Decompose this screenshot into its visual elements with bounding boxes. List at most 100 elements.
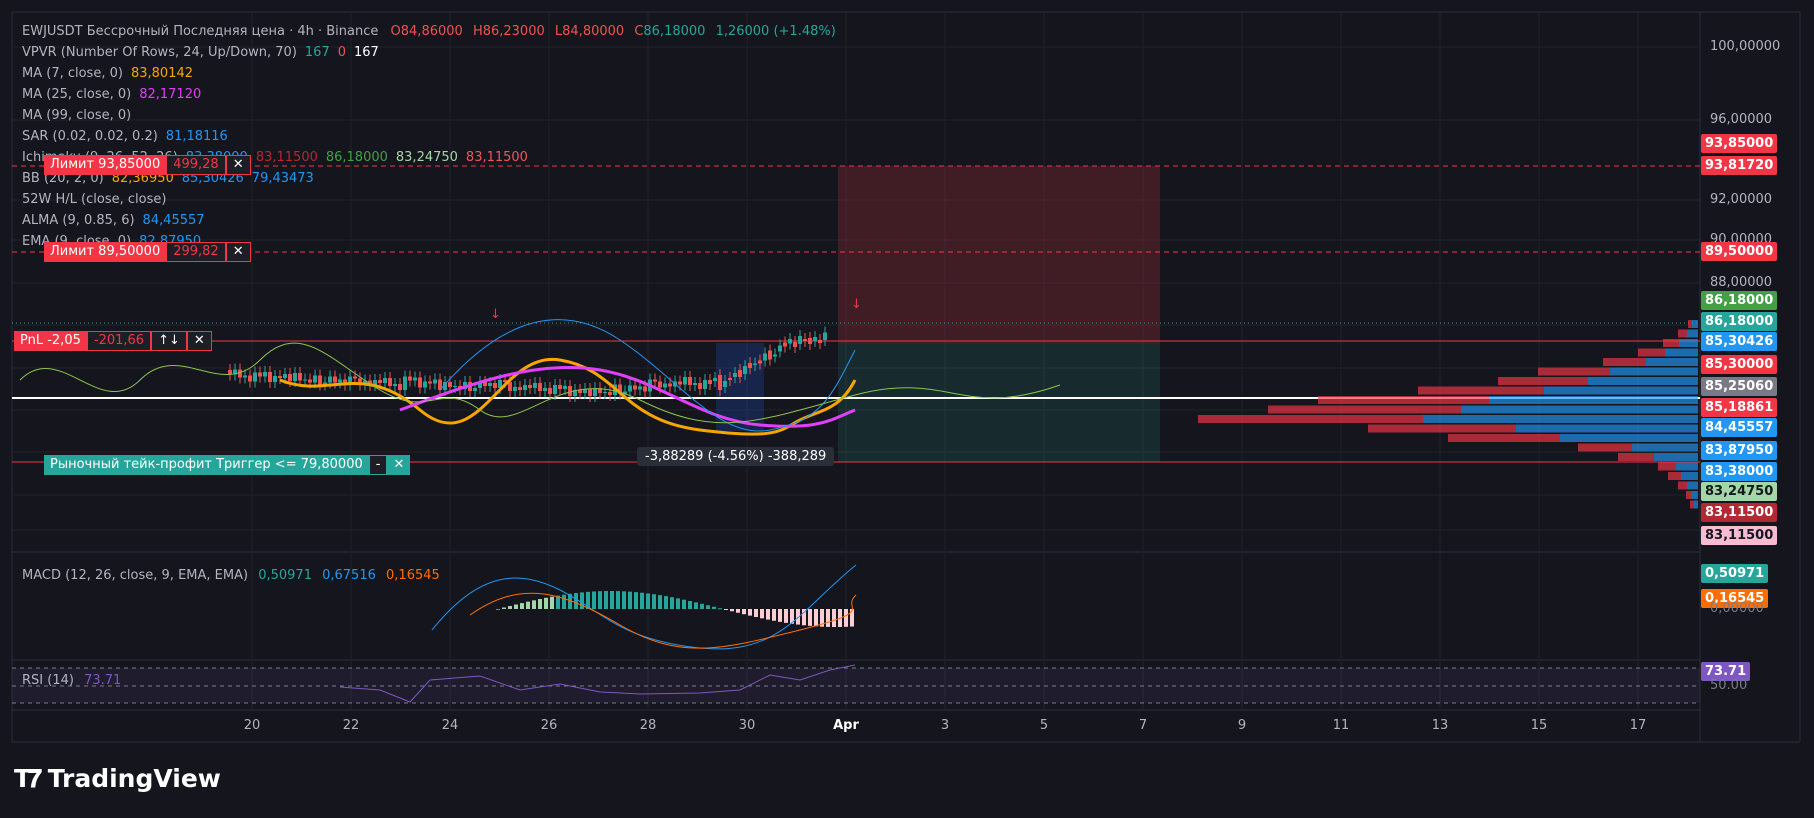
- candle-body: [398, 384, 402, 390]
- rsi-label: RSI (14): [22, 673, 74, 688]
- macd-zero-tick: 0,00000: [1710, 601, 1764, 616]
- macd-hist-bar: [724, 609, 728, 610]
- price-label: 83,11500: [1701, 503, 1778, 522]
- candle-body: [618, 384, 622, 394]
- limit-order-2-qty[interactable]: 299,82: [166, 242, 226, 262]
- take-profit-order[interactable]: Рыночный тейк-профит Триггер <= 79,80000…: [44, 455, 411, 475]
- limit-order-2-label[interactable]: Лимит 89,50000: [44, 242, 167, 262]
- price-tick: 96,00000: [1710, 112, 1773, 127]
- price-label: 85,18861: [1701, 398, 1778, 417]
- candle-body: [683, 377, 687, 385]
- macd-hist-bar: [730, 609, 734, 612]
- indicator-name: SAR (0.02, 0.02, 0.2): [22, 129, 158, 144]
- candle-body: [238, 369, 242, 378]
- indicator-name: MA (7, close, 0): [22, 66, 123, 81]
- vpvr-bar-down: [1578, 443, 1632, 452]
- price-label: 86,18000: [1701, 291, 1778, 310]
- close-position-icon[interactable]: ✕: [186, 331, 212, 351]
- limit-order-1-close-icon[interactable]: ✕: [225, 155, 251, 175]
- price-label: 86,18000: [1701, 312, 1778, 331]
- candle-body: [773, 354, 777, 357]
- limit-order-1-qty[interactable]: 499,28: [166, 155, 226, 175]
- take-profit-close-icon[interactable]: ✕: [387, 455, 411, 475]
- indicator-legend-row[interactable]: MA (25, close, 0) 82,17120: [22, 87, 201, 102]
- limit-order-1-label[interactable]: Лимит 93,85000: [44, 155, 167, 175]
- ohlc-low-label: L: [554, 24, 563, 39]
- macd-hist-bar: [580, 592, 584, 609]
- macd-hist-bar: [640, 592, 644, 609]
- candle-body: [403, 376, 407, 390]
- macd-hist-bar: [496, 609, 500, 610]
- limit-order-1[interactable]: Лимит 93,85000 499,28 ✕: [44, 155, 251, 175]
- vpvr-bar-down: [1663, 339, 1679, 347]
- indicator-value: 82,17120: [139, 87, 202, 102]
- candle-body: [528, 385, 532, 388]
- time-tick: 17: [1629, 718, 1647, 733]
- macd-hist-bar: [574, 593, 578, 609]
- candle-body: [793, 342, 797, 347]
- candle-body: [313, 375, 317, 383]
- time-tick: 28: [639, 718, 657, 733]
- macd-hist-bar: [562, 594, 566, 609]
- candle-body: [428, 381, 432, 384]
- macd-hist-bar: [526, 601, 530, 609]
- tv-logo-mark: T𝟕: [14, 764, 42, 793]
- indicator-value: 86,18000: [325, 150, 388, 165]
- tradingview-logo[interactable]: T𝟕 TradingView: [14, 764, 221, 794]
- ohlc-close: 86,18000: [643, 24, 706, 39]
- macd-hist-bar: [610, 591, 614, 609]
- vpvr-bar-down: [1618, 453, 1654, 461]
- ohlc-high-label: H: [472, 24, 483, 39]
- candle-body: [448, 382, 452, 387]
- price-label: 83,87950: [1701, 441, 1778, 460]
- limit-order-2-close-icon[interactable]: ✕: [225, 242, 251, 262]
- time-tick: 5: [1039, 718, 1049, 733]
- candle-body: [303, 379, 307, 381]
- limit-order-2[interactable]: Лимит 89,50000 299,82 ✕: [44, 242, 251, 262]
- indicator-legend-row[interactable]: 52W H/L (close, close): [22, 192, 166, 207]
- time-tick: 24: [441, 718, 459, 733]
- macd-hist-bar: [760, 609, 764, 619]
- reverse-position-icon[interactable]: ↑↓: [151, 331, 187, 351]
- macd-hist-bar: [682, 599, 686, 609]
- macd-hist-bar: [694, 602, 698, 609]
- time-tick: 26: [540, 718, 558, 733]
- vpvr-bar-up: [1691, 491, 1698, 499]
- brand-name: TradingView: [47, 764, 221, 793]
- candle-body: [438, 379, 442, 390]
- price-label: 93,81720: [1701, 156, 1778, 175]
- pnl-qty[interactable]: -201,66: [86, 331, 152, 351]
- candle-body: [368, 380, 372, 385]
- indicator-legend-row[interactable]: MA (99, close, 0): [22, 108, 131, 123]
- rsi-legend: RSI (14) 73.71: [22, 673, 121, 688]
- macd-hist-value: 0,50971: [258, 568, 312, 583]
- indicator-legend-row[interactable]: MA (7, close, 0) 83,80142: [22, 66, 193, 81]
- vpvr-bar-down: [1498, 377, 1588, 385]
- macd-hist-bar: [586, 591, 590, 609]
- candle-body: [543, 388, 547, 391]
- take-profit-dash[interactable]: -: [368, 455, 388, 475]
- time-tick: 15: [1530, 718, 1548, 733]
- indicator-legend-row[interactable]: VPVR (Number Of Rows, 24, Up/Down, 70) 16…: [22, 45, 379, 60]
- indicator-legend-row[interactable]: ALMA (9, 0.85, 6) 84,45557: [22, 213, 205, 228]
- pnl-label[interactable]: PnL -2,05: [14, 331, 87, 351]
- vpvr-bar-down: [1690, 500, 1694, 509]
- indicator-legend-row[interactable]: SAR (0.02, 0.02, 0.2) 81,18116: [22, 129, 228, 144]
- position-pnl[interactable]: PnL -2,05 -201,66 ↑↓ ✕: [14, 331, 212, 351]
- candle-body: [823, 332, 827, 340]
- price-label: 85,30426: [1701, 332, 1778, 351]
- price-label: 83,38000: [1701, 462, 1778, 481]
- macd-hist-bar: [634, 592, 638, 609]
- take-profit-label[interactable]: Рыночный тейк-профит Триггер <= 79,80000: [44, 455, 369, 475]
- vpvr-bar-down: [1678, 329, 1687, 338]
- candle-body: [418, 377, 422, 388]
- macd-hist-bar: [808, 609, 812, 626]
- vpvr-bar-down: [1318, 396, 1489, 404]
- candle-body: [268, 372, 272, 382]
- candle-body: [278, 376, 282, 378]
- macd-hist-bar: [550, 596, 554, 609]
- ma25-line: [399, 365, 856, 428]
- indicator-name: MA (25, close, 0): [22, 87, 132, 102]
